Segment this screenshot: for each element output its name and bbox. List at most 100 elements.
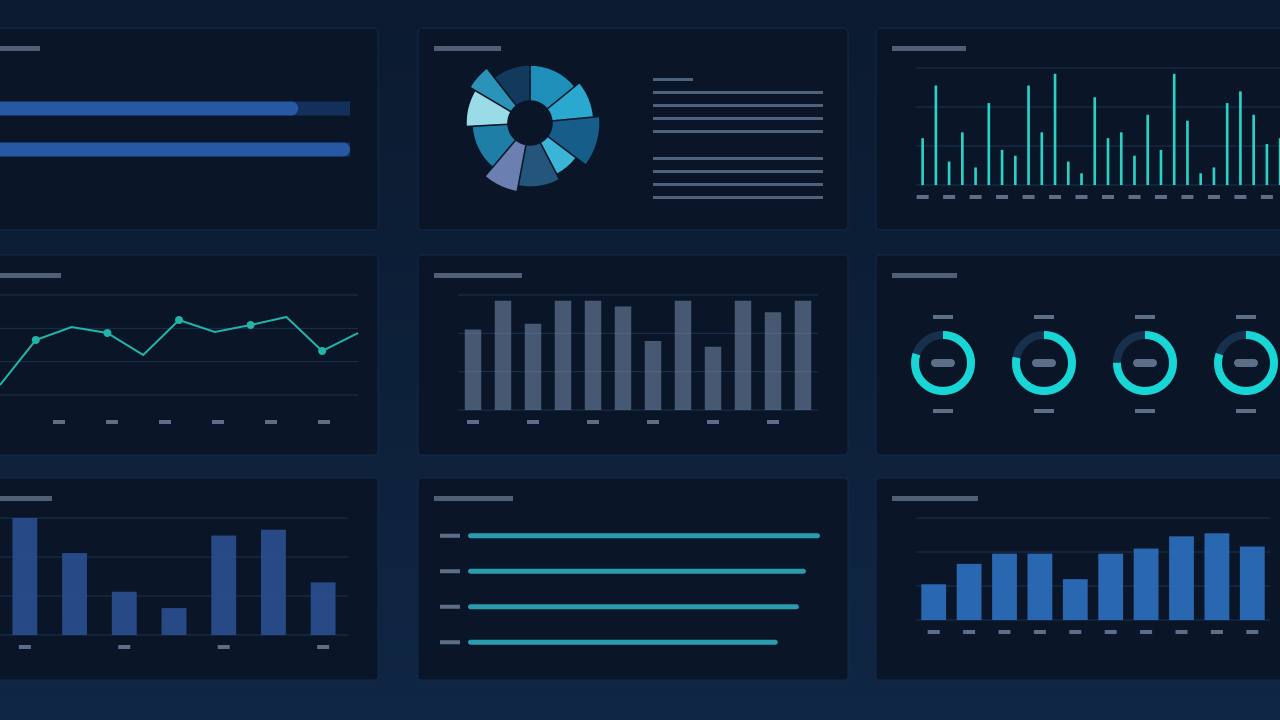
bar (794, 300, 812, 410)
bar (0, 142, 350, 157)
pie-slice (546, 115, 601, 167)
bar (111, 591, 137, 635)
illegible-label (440, 533, 460, 538)
illegible-label (933, 315, 953, 319)
bar (161, 608, 187, 635)
illegible-label (943, 195, 956, 199)
illegible-label (933, 409, 953, 413)
illegible-label (1033, 630, 1046, 634)
bar (961, 132, 964, 185)
illegible-label (440, 604, 460, 609)
bar (1199, 173, 1203, 185)
bar (1159, 149, 1163, 185)
bar (261, 529, 286, 635)
point (318, 347, 327, 355)
bar (0, 101, 299, 116)
point (103, 329, 112, 337)
illegible-label (647, 420, 659, 424)
illegible-label (1246, 630, 1259, 634)
illegible-title (434, 273, 522, 278)
bar (1098, 553, 1124, 620)
bar (1119, 132, 1123, 185)
illegible-label (212, 420, 224, 424)
illegible-label (927, 630, 940, 634)
bar (956, 563, 982, 620)
pie-slice (468, 66, 518, 113)
illegible-text (653, 196, 823, 199)
panel (0, 27, 379, 231)
bar (1212, 167, 1216, 185)
bar (987, 103, 991, 185)
bar (1000, 149, 1004, 185)
bar (1172, 73, 1176, 185)
bar (1204, 533, 1230, 620)
illegible-label (467, 420, 479, 424)
illegible-text (653, 117, 823, 120)
illegible-label (1175, 630, 1188, 634)
bar (674, 300, 692, 410)
bar (1062, 579, 1088, 620)
illegible-label (969, 195, 982, 199)
bar (921, 584, 947, 620)
ring (911, 331, 975, 395)
illegible-label (1102, 195, 1114, 199)
illegible-label (1075, 195, 1088, 199)
illegible-label (916, 195, 929, 199)
pie-slice (483, 138, 527, 193)
bar (1013, 155, 1017, 185)
ring (1214, 331, 1278, 395)
bar (1066, 161, 1070, 185)
bar (468, 639, 778, 645)
illegible-label (118, 645, 131, 649)
bar (1239, 546, 1265, 620)
illegible-label (1210, 630, 1223, 634)
bar (974, 167, 977, 185)
panel (0, 254, 379, 456)
panel (875, 254, 1280, 456)
bar (1252, 114, 1255, 185)
illegible-label (1069, 630, 1082, 634)
illegible-text (653, 91, 823, 94)
illegible-text (653, 183, 823, 186)
illegible-label (106, 420, 118, 424)
bar (494, 300, 512, 410)
illegible-label (440, 640, 460, 645)
pie-slice (493, 64, 531, 107)
illegible-label (1260, 195, 1273, 199)
illegible-label (587, 420, 599, 424)
ring (1113, 331, 1177, 395)
bar (644, 341, 662, 410)
illegible-title (0, 46, 40, 51)
illegible-label (1234, 359, 1258, 367)
illegible-text (653, 130, 823, 133)
illegible-text (653, 78, 693, 81)
bar (524, 323, 542, 410)
ring (1012, 331, 1076, 395)
illegible-label (1049, 195, 1062, 199)
bar (1053, 73, 1057, 185)
pie-slice (529, 64, 577, 111)
pie-slice (517, 141, 561, 188)
bar (1239, 91, 1242, 185)
illegible-title (434, 46, 501, 51)
illegible-label (1140, 630, 1153, 634)
bar (62, 553, 87, 635)
illegible-label (963, 630, 976, 634)
illegible-text (653, 170, 823, 173)
bar (1225, 103, 1229, 185)
illegible-label (996, 195, 1009, 199)
illegible-label (53, 420, 65, 424)
illegible-label (1032, 359, 1056, 367)
illegible-label (1034, 409, 1054, 413)
illegible-label (1236, 409, 1256, 413)
illegible-label (317, 645, 330, 649)
illegible-title (892, 496, 978, 501)
pie-slice (471, 123, 517, 169)
bar (992, 553, 1017, 620)
bar (1133, 548, 1159, 620)
illegible-label (1022, 195, 1035, 199)
illegible-label (217, 645, 230, 649)
panel (417, 254, 849, 456)
point (175, 316, 183, 324)
